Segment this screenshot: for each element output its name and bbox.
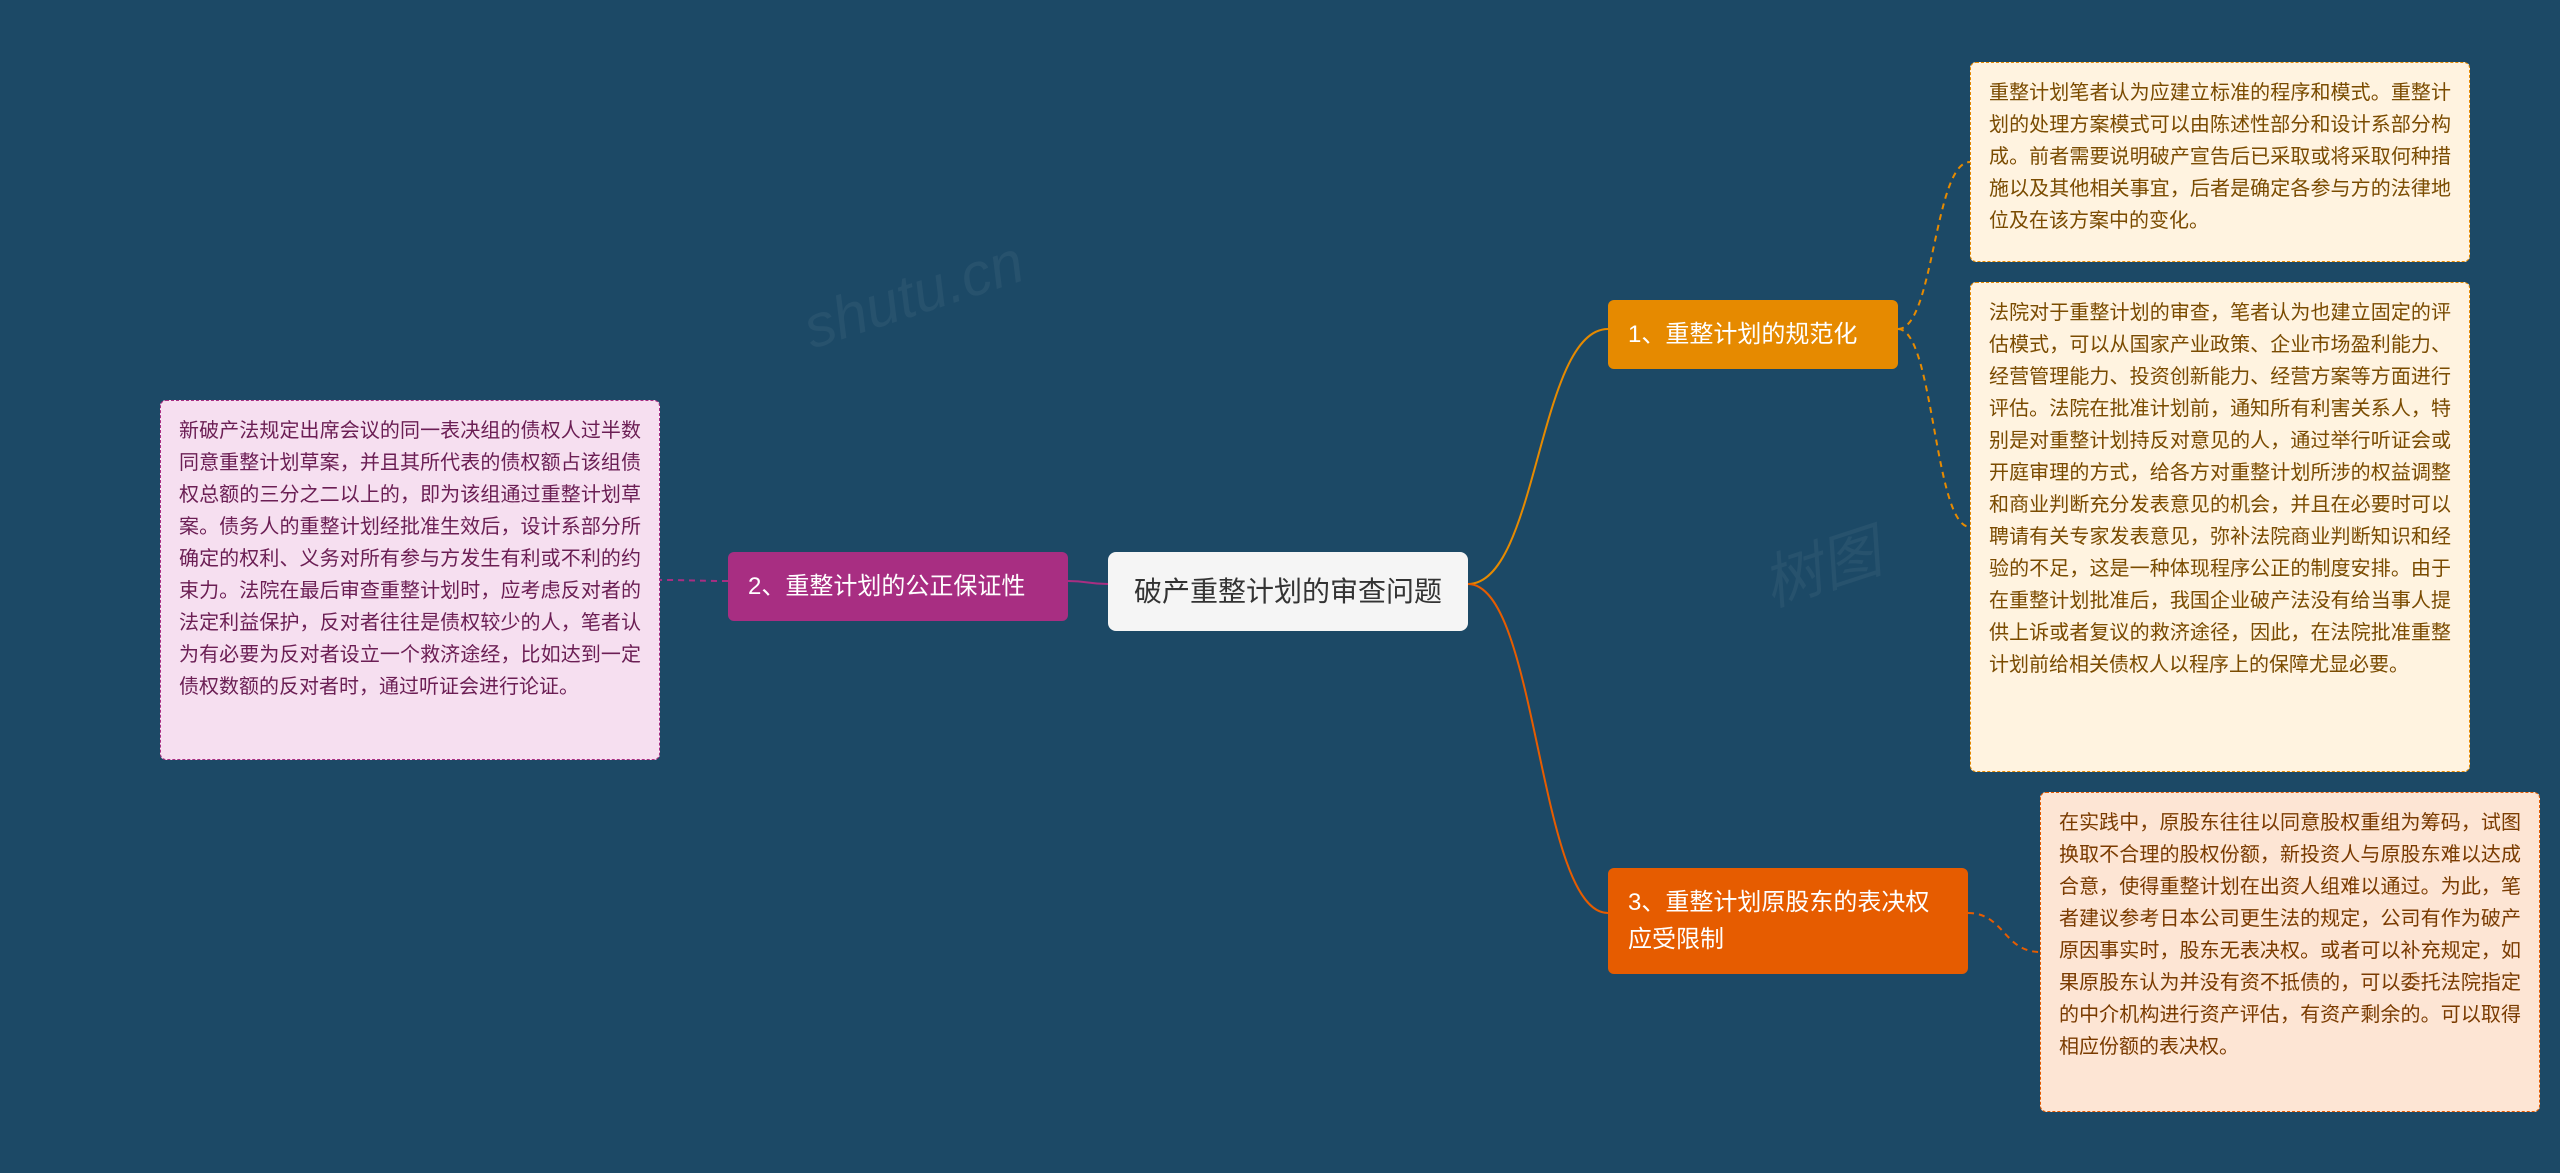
center-topic: 破产重整计划的审查问题 <box>1108 552 1468 631</box>
leaf-b1-0: 重整计划笔者认为应建立标准的程序和模式。重整计划的处理方案模式可以由陈述性部分和… <box>1970 62 2470 262</box>
mindmap-canvas: shutu.cn 树图 破产重整计划的审查问题 1、重整计划的规范化 重整计划笔者认为应… <box>0 0 2560 1173</box>
branch-b1: 1、重整计划的规范化 <box>1608 300 1898 369</box>
branch-b2: 2、重整计划的公正保证性 <box>728 552 1068 621</box>
branch-b3: 3、重整计划原股东的表决权应受限制 <box>1608 868 1968 974</box>
watermark-0: shutu.cn <box>795 227 1032 363</box>
watermark-1: 树图 <box>1749 504 1890 624</box>
leaf-b1-1: 法院对于重整计划的审查，笔者认为也建立固定的评估模式，可以从国家产业政策、企业市… <box>1970 282 2470 772</box>
leaf-b3-0: 在实践中，原股东往往以同意股权重组为筹码，试图换取不合理的股权份额，新投资人与原… <box>2040 792 2540 1112</box>
leaf-b2-0: 新破产法规定出席会议的同一表决组的债权人过半数同意重整计划草案，并且其所代表的债… <box>160 400 660 760</box>
